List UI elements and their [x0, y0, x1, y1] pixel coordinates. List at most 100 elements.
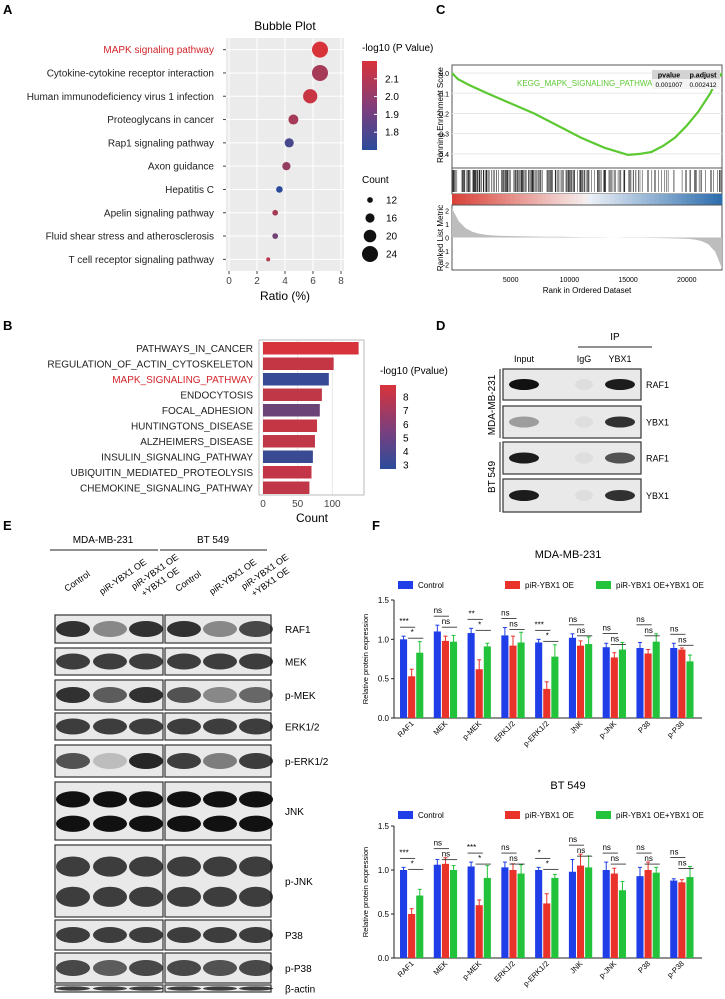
blot-band	[129, 653, 163, 670]
bar	[610, 873, 618, 958]
bar	[467, 633, 475, 718]
y-tick-label: 0	[445, 236, 449, 243]
blot-band	[167, 687, 201, 703]
y-tick-label: -0.2	[437, 111, 449, 118]
blot-band	[239, 886, 273, 907]
category-label: p-ERK1/2	[521, 959, 550, 988]
color-legend-bar	[380, 385, 396, 469]
x-tick-label: 2	[254, 276, 260, 287]
rank-color-segment	[668, 194, 673, 205]
rank-color-segment	[708, 194, 714, 205]
blot-band	[56, 927, 90, 943]
stats-header: pvalue	[658, 73, 680, 80]
rank-color-segment	[501, 194, 507, 205]
blot-band	[605, 490, 635, 501]
bar	[263, 419, 318, 432]
rank-color-segment	[465, 194, 471, 205]
bar	[568, 871, 576, 958]
column-label: IgG	[577, 354, 592, 364]
term-label: Hepatitis C	[165, 185, 214, 196]
bar	[509, 645, 517, 718]
blot-band	[56, 687, 90, 703]
bar	[467, 866, 475, 958]
blot-band	[575, 452, 593, 464]
bar	[483, 646, 491, 718]
x-tick-label: 100	[324, 499, 341, 510]
color-legend-tick: 5	[403, 433, 409, 444]
panel-letter-c: C	[436, 2, 446, 17]
term-label: UBIQUITIN_MEDIATED_PROTEOLYSIS	[71, 468, 254, 479]
cell-line-label: MDA-MB-231	[487, 374, 498, 435]
band-label: RAF1	[646, 454, 669, 464]
bar	[543, 903, 551, 958]
bar	[618, 890, 626, 958]
panel-a-bubble-plot: MAPK signaling pathway Cytokine-cytokine …	[27, 19, 434, 303]
blot-band	[509, 416, 539, 428]
legend-swatch	[596, 581, 611, 589]
y-tick-label: -0.4	[437, 152, 449, 159]
x-tick-label: 0	[260, 499, 266, 510]
significance-label: ns	[434, 839, 442, 848]
rank-color-segment	[695, 194, 700, 205]
bar	[644, 653, 652, 718]
category-label: p-JNK	[597, 959, 618, 980]
rank-color-segment	[519, 194, 525, 205]
bar	[416, 895, 424, 958]
chart-title: Bubble Plot	[254, 19, 316, 33]
size-legend-label: 16	[386, 214, 398, 225]
bubble-point	[312, 41, 328, 58]
legend-swatch	[596, 811, 611, 819]
blot-band	[203, 815, 237, 832]
bar	[678, 649, 686, 718]
significance-label: ns	[602, 843, 610, 852]
blot-band	[93, 960, 127, 976]
category-label: MEK	[432, 719, 450, 737]
category-label: ERK1/2	[492, 719, 517, 744]
x-tick-label: 0	[226, 276, 232, 287]
blot-band	[605, 416, 635, 428]
y-tick-label: 0.0	[378, 954, 390, 963]
blot-band	[93, 856, 127, 877]
significance-label: ns	[636, 843, 644, 852]
blot-band	[93, 753, 127, 769]
significance-label: ***	[399, 617, 408, 626]
y-tick-label: 0.5	[378, 910, 390, 919]
color-legend-title: -log10 (Pvalue)	[380, 366, 448, 377]
significance-label: ns	[501, 843, 509, 852]
bar	[686, 661, 694, 718]
band-label: p-MEK	[285, 691, 316, 702]
blot-band	[239, 927, 273, 943]
bar	[263, 450, 313, 463]
rank-color-segment	[456, 194, 462, 205]
blot-band	[167, 886, 201, 907]
bar	[585, 644, 593, 718]
significance-label: ns	[611, 854, 619, 863]
legend-label: piR-YBX1 OE	[525, 811, 574, 820]
category-label: P38	[636, 719, 652, 735]
bubble-point	[272, 233, 279, 239]
blot-band	[203, 927, 237, 943]
band-label: p-JNK	[285, 877, 313, 888]
category-label: p-JNK	[597, 719, 618, 740]
significance-label: ns	[577, 846, 585, 855]
y-tick-label: 2	[445, 208, 449, 215]
y-axis-label-bottom: Ranked List Metric	[436, 205, 445, 271]
term-label: Axon guidance	[148, 162, 215, 173]
significance-label: ***	[467, 843, 476, 852]
category-label: JNK	[568, 959, 584, 975]
rank-color-segment	[614, 194, 619, 205]
size-legend-label: 24	[386, 250, 398, 261]
category-label: JNK	[568, 719, 584, 735]
x-tick-label: 10000	[560, 277, 580, 284]
size-legend-dot	[362, 246, 378, 262]
x-tick-label: 8	[338, 276, 344, 287]
y-axis-label-top: Running Enrichment Score	[436, 67, 445, 163]
rank-color-segment	[645, 194, 651, 205]
bar	[416, 652, 424, 718]
blot-band	[93, 687, 127, 703]
rank-color-segment	[564, 194, 570, 205]
significance-label: ns	[670, 624, 678, 633]
x-tick-label: 4	[282, 276, 288, 287]
significance-label: *	[478, 854, 481, 863]
